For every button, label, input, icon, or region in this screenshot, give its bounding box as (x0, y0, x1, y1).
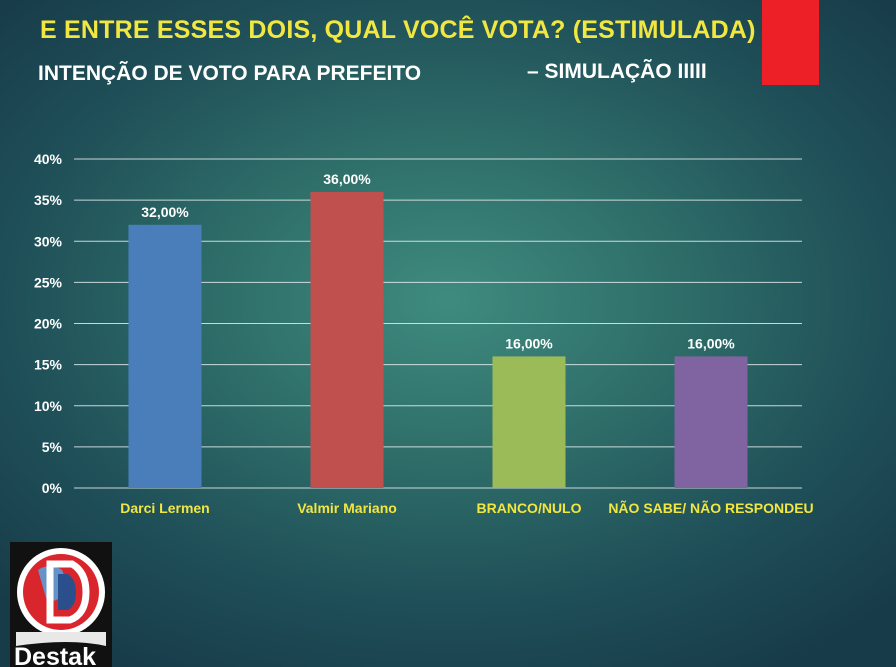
data-label: 36,00% (323, 171, 371, 187)
category-label: NÃO SABE/ NÃO RESPONDEU (608, 499, 813, 516)
bar (310, 191, 384, 488)
y-tick-label: 10% (34, 398, 63, 414)
data-label: 16,00% (505, 335, 553, 351)
y-tick-label: 25% (34, 274, 63, 290)
bar (128, 224, 202, 489)
y-tick-label: 40% (34, 151, 63, 167)
chart-subtitle: INTENÇÃO DE VOTO PARA PREFEITO (38, 62, 422, 85)
bar (492, 356, 566, 488)
y-tick-label: 0% (42, 480, 63, 496)
y-tick-label: 15% (34, 357, 63, 373)
bar (674, 356, 748, 488)
y-tick-label: 35% (34, 192, 63, 208)
chart-subtitle-suffix: – SIMULAÇÃO IIIII (527, 60, 707, 83)
accent-block (762, 0, 819, 85)
destak-logo: Destak (10, 542, 112, 667)
y-tick-label: 20% (34, 316, 63, 332)
y-tick-label: 5% (42, 439, 63, 455)
category-label: Darci Lermen (120, 500, 209, 516)
chart-title: E ENTRE ESSES DOIS, QUAL VOCÊ VOTA? (EST… (40, 16, 756, 44)
svg-text:Destak: Destak (14, 643, 96, 667)
category-label: Valmir Mariano (297, 500, 397, 516)
y-tick-label: 30% (34, 233, 63, 249)
data-label: 16,00% (687, 335, 735, 351)
category-label: BRANCO/NULO (477, 500, 582, 516)
data-label: 32,00% (141, 204, 189, 220)
